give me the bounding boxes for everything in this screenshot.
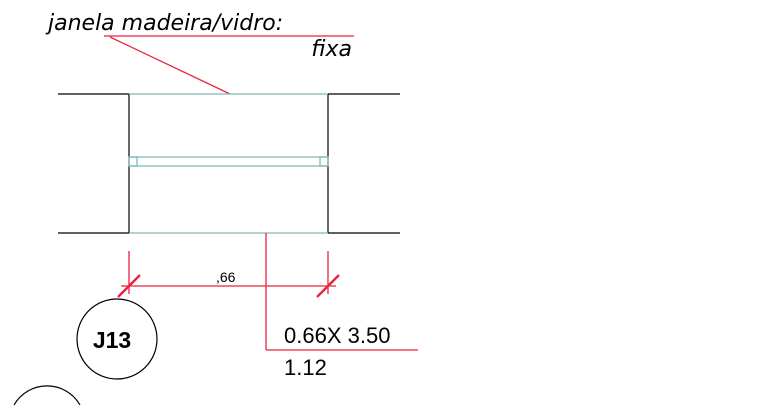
window-frame-right-end [319,156,329,167]
window-frame-left-end [128,156,138,167]
next-tag-circle-partial [13,385,81,405]
window-glazing [128,93,329,234]
dimension-tick-right [316,274,340,298]
wall [58,93,400,234]
note-leader [104,35,354,95]
note-subtitle: fixa [311,37,352,62]
spec-leader [265,233,418,351]
note-title: janela madeira/vidro: [45,11,283,36]
dimension-width-label: ,66 [216,269,236,285]
window-tag-id: J13 [93,327,131,353]
window-sill-height: 1.12 [284,355,327,380]
note-leader-diagonal [109,36,231,95]
window-size-spec: 0.66X 3.50 [284,323,390,348]
dimension-line [117,251,340,298]
window-tag-circle [76,298,158,380]
dimension-tick-left [117,274,141,298]
